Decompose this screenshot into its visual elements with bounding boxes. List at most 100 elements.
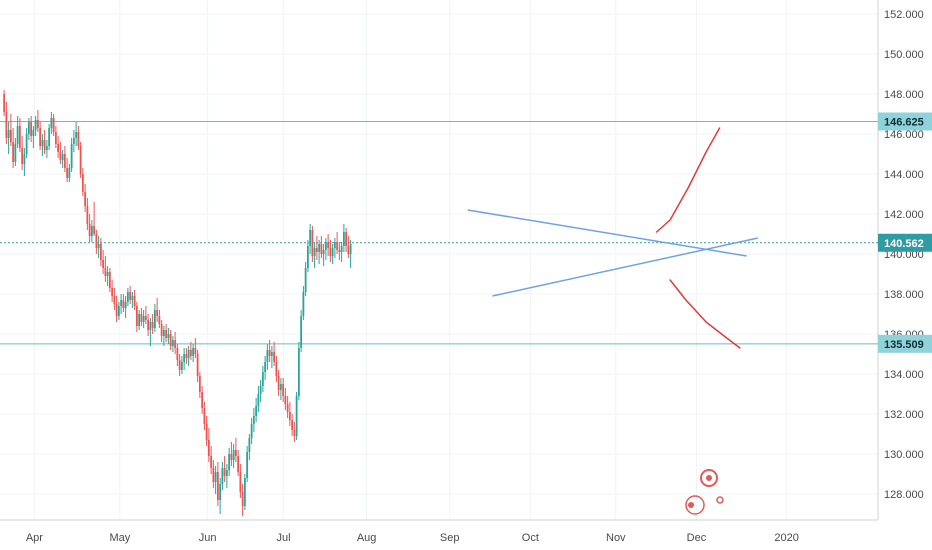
candle-body [315,248,318,252]
candle-body [178,360,181,370]
price-label-text: 146.625 [884,117,924,129]
candle-body [187,350,190,358]
x-tick-label: Sep [440,532,460,544]
candle-body [77,132,80,146]
candle-body [234,450,237,456]
candle-body [113,296,116,304]
candle-body [304,268,307,292]
candle-body [237,456,240,472]
candle-body [158,316,161,324]
y-tick-label: 140.000 [884,249,924,261]
candle-body [241,492,244,506]
price-label-box [878,334,932,353]
candle-body [324,242,327,250]
candle-body [140,314,143,322]
candle-body [9,130,12,142]
candle-body [277,376,280,390]
candle-body [230,454,233,460]
candle-body [264,362,267,372]
candle-body [61,154,64,160]
candle-body [320,244,323,254]
y-tick-label: 134.000 [884,369,924,381]
projection-path-down [669,279,741,349]
candle-body [59,152,62,160]
candle-body [79,146,82,174]
trendline-lower [492,237,759,297]
x-tick-label: Dec [687,532,707,544]
candle-body [99,244,102,260]
candle-body [221,468,224,484]
candle-body [169,334,172,346]
candle-body [232,450,235,460]
price-label-text: 135.509 [884,339,924,351]
candle-body [43,140,46,150]
candle-body [7,130,10,138]
candle-body [342,232,345,246]
candle-body [115,304,118,316]
projection-path-up [655,127,721,233]
candle-body [171,340,174,346]
candle-body [142,316,145,322]
candle-body [14,144,17,162]
candle-body [201,392,204,408]
candle-body [196,354,199,376]
candle-body [347,246,350,254]
candle-body [84,192,87,206]
candle-body [295,396,298,436]
price-label-text: 140.562 [884,238,924,250]
candle-body [151,322,154,328]
x-tick-label: May [109,532,130,544]
candle-body [212,468,215,482]
candle-body [309,230,312,246]
candle-body [345,232,348,246]
candle-body [117,306,120,316]
x-tick-label: Apr [26,532,43,544]
candle-body [205,424,208,440]
candle-body [300,316,303,348]
candle-body [126,292,129,302]
floating-widget-icon[interactable] [685,469,724,515]
candle-body [21,148,24,164]
candle-body [95,234,98,248]
candle-body [156,310,159,316]
candle-body [311,230,314,256]
candle-body [284,396,287,404]
candle-body [25,134,28,154]
candle-body [338,250,341,252]
candle-body [50,118,53,128]
candle-body [219,484,222,500]
candle-body [349,244,352,254]
candle-body [329,248,332,256]
candle-body [160,324,163,336]
candle-body [248,438,251,452]
candle-body [306,246,309,268]
candle-body [288,412,291,420]
candle-body [108,272,111,288]
y-tick-label: 138.000 [884,289,924,301]
candle-body [75,132,78,138]
candle-body [45,146,48,150]
candle-body [120,300,123,306]
candle-body [88,224,91,236]
candle-body [259,386,262,394]
candle-body [268,350,271,356]
candle-body [144,316,147,320]
candle-body [246,452,249,478]
y-tick-label: 146.000 [884,129,924,141]
candle-body [327,242,330,248]
candle-body [27,122,30,134]
y-tick-label: 148.000 [884,89,924,101]
candle-body [52,118,55,132]
candle-body [124,302,127,308]
candle-body [34,120,37,130]
axes [0,0,879,521]
candle-body [90,226,93,236]
candle-body [93,226,96,234]
candle-body [57,144,60,152]
candle-body [322,250,325,254]
candle-body [48,128,51,146]
candle-body [106,272,109,276]
